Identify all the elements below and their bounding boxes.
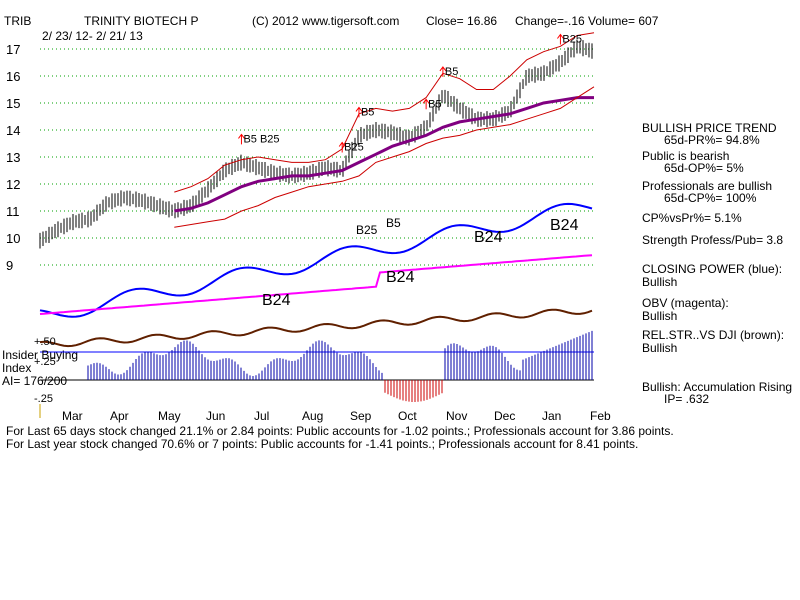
- tick-plus50: +.50: [34, 336, 56, 348]
- x-tick-nov: Nov: [446, 409, 467, 423]
- tick-minus25: -.25: [34, 393, 53, 405]
- close-value: Close= 16.86: [426, 14, 498, 28]
- buy-signal-arrow: [355, 106, 363, 118]
- obv-label-2: B24: [386, 269, 415, 286]
- y-tick-13: 13: [6, 150, 20, 165]
- buy-signal-label: B5: [361, 106, 374, 118]
- x-tick-dec: Dec: [494, 409, 515, 423]
- ai-label: AI= 176/200: [2, 374, 68, 388]
- x-tick-apr: Apr: [110, 409, 129, 423]
- relstr-line: [39, 308, 593, 348]
- trend-title: BULLISH PRICE TREND: [642, 121, 777, 135]
- obv-label-1: B24: [262, 292, 291, 309]
- ip-value: IP= .632: [664, 392, 710, 406]
- x-tick-feb: Feb: [590, 409, 611, 423]
- tick-plus25: +.25: [34, 356, 56, 368]
- buy-signal-arrow: [557, 33, 564, 45]
- footer-65d: For Last 65 days stock changed 21.1% or …: [6, 424, 674, 438]
- strength-value: Strength Profess/Pub= 3.8: [642, 233, 784, 247]
- cp-label-4: B24: [550, 217, 579, 234]
- y-tick-11: 11: [6, 204, 20, 219]
- series-lower-band: [174, 86, 595, 228]
- footer-year: For Last year stock changed 70.6% or 7 p…: [6, 437, 639, 451]
- x-tick-sep: Sep: [350, 409, 372, 423]
- y-tick-9: 9: [6, 258, 13, 273]
- change-value: Change=-.16: [515, 14, 585, 28]
- ticker: TRIB: [4, 14, 32, 28]
- obv-line: [39, 254, 593, 315]
- pro-title: Professionals are bullish: [642, 179, 773, 193]
- buy-signal-label: B25: [562, 34, 582, 46]
- relstr-value: Bullish: [642, 341, 678, 355]
- cp-value: 65d-CP%= 100%: [664, 191, 757, 205]
- accum-label: Bullish: Accumulation Rising: [642, 380, 793, 394]
- buy-signal-arrow: [422, 98, 430, 110]
- cp-label-3: B24: [474, 229, 503, 246]
- x-tick-jan: Jan: [542, 409, 561, 423]
- series-21-day-ma: [174, 96, 594, 213]
- y-tick-15: 15: [6, 96, 20, 111]
- x-tick-mar: Mar: [62, 409, 83, 423]
- cpvspr-value: CP%vsPr%= 5.1%: [642, 211, 742, 225]
- buy-signal-label: B5 B25: [243, 133, 279, 145]
- date-range: 2/ 23/ 12- 2/ 21/ 13: [42, 29, 143, 43]
- y-tick-17: 17: [6, 42, 20, 57]
- buy-signal-label: B25: [344, 142, 364, 154]
- op-value: 65d-OP%= 5%: [664, 161, 744, 175]
- y-tick-16: 16: [6, 69, 20, 84]
- pr-value: 65d-PR%= 94.8%: [664, 133, 760, 147]
- copyright: (C) 2012 www.tigersoft.com: [252, 14, 400, 28]
- closing-power-line: [39, 202, 593, 318]
- y-tick-10: 10: [6, 231, 20, 246]
- x-tick-may: May: [158, 409, 181, 423]
- insider-buying-label: Insider Buying: [2, 348, 79, 362]
- x-tick-jun: Jun: [206, 409, 225, 423]
- index-label: Index: [2, 361, 32, 375]
- relstr-label: REL.STR..VS DJI (brown):: [642, 328, 785, 342]
- buy-signal-arrow: [338, 141, 346, 153]
- closing-power-label: CLOSING POWER (blue):: [642, 262, 783, 276]
- cp-label-2: B5: [386, 216, 401, 230]
- volume-value: Volume= 607: [588, 14, 659, 28]
- cp-label-1: B25: [356, 223, 378, 237]
- buy-signal-label: B5: [428, 98, 441, 110]
- closing-power-value: Bullish: [642, 275, 678, 289]
- series-upper-band: [174, 32, 595, 193]
- buy-signal-label: B5: [445, 66, 458, 78]
- buy-signal-arrow: [238, 133, 245, 145]
- obv-label: OBV (magenta):: [642, 296, 729, 310]
- x-tick-aug: Aug: [302, 409, 323, 423]
- x-tick-oct: Oct: [398, 409, 417, 423]
- x-tick-jul: Jul: [254, 409, 269, 423]
- y-tick-12: 12: [6, 177, 20, 192]
- obv-value: Bullish: [642, 309, 678, 323]
- stock-name: TRINITY BIOTECH P: [84, 14, 199, 28]
- buy-signal-arrow: [439, 66, 447, 77]
- y-tick-14: 14: [6, 123, 20, 138]
- public-title: Public is bearish: [642, 149, 730, 163]
